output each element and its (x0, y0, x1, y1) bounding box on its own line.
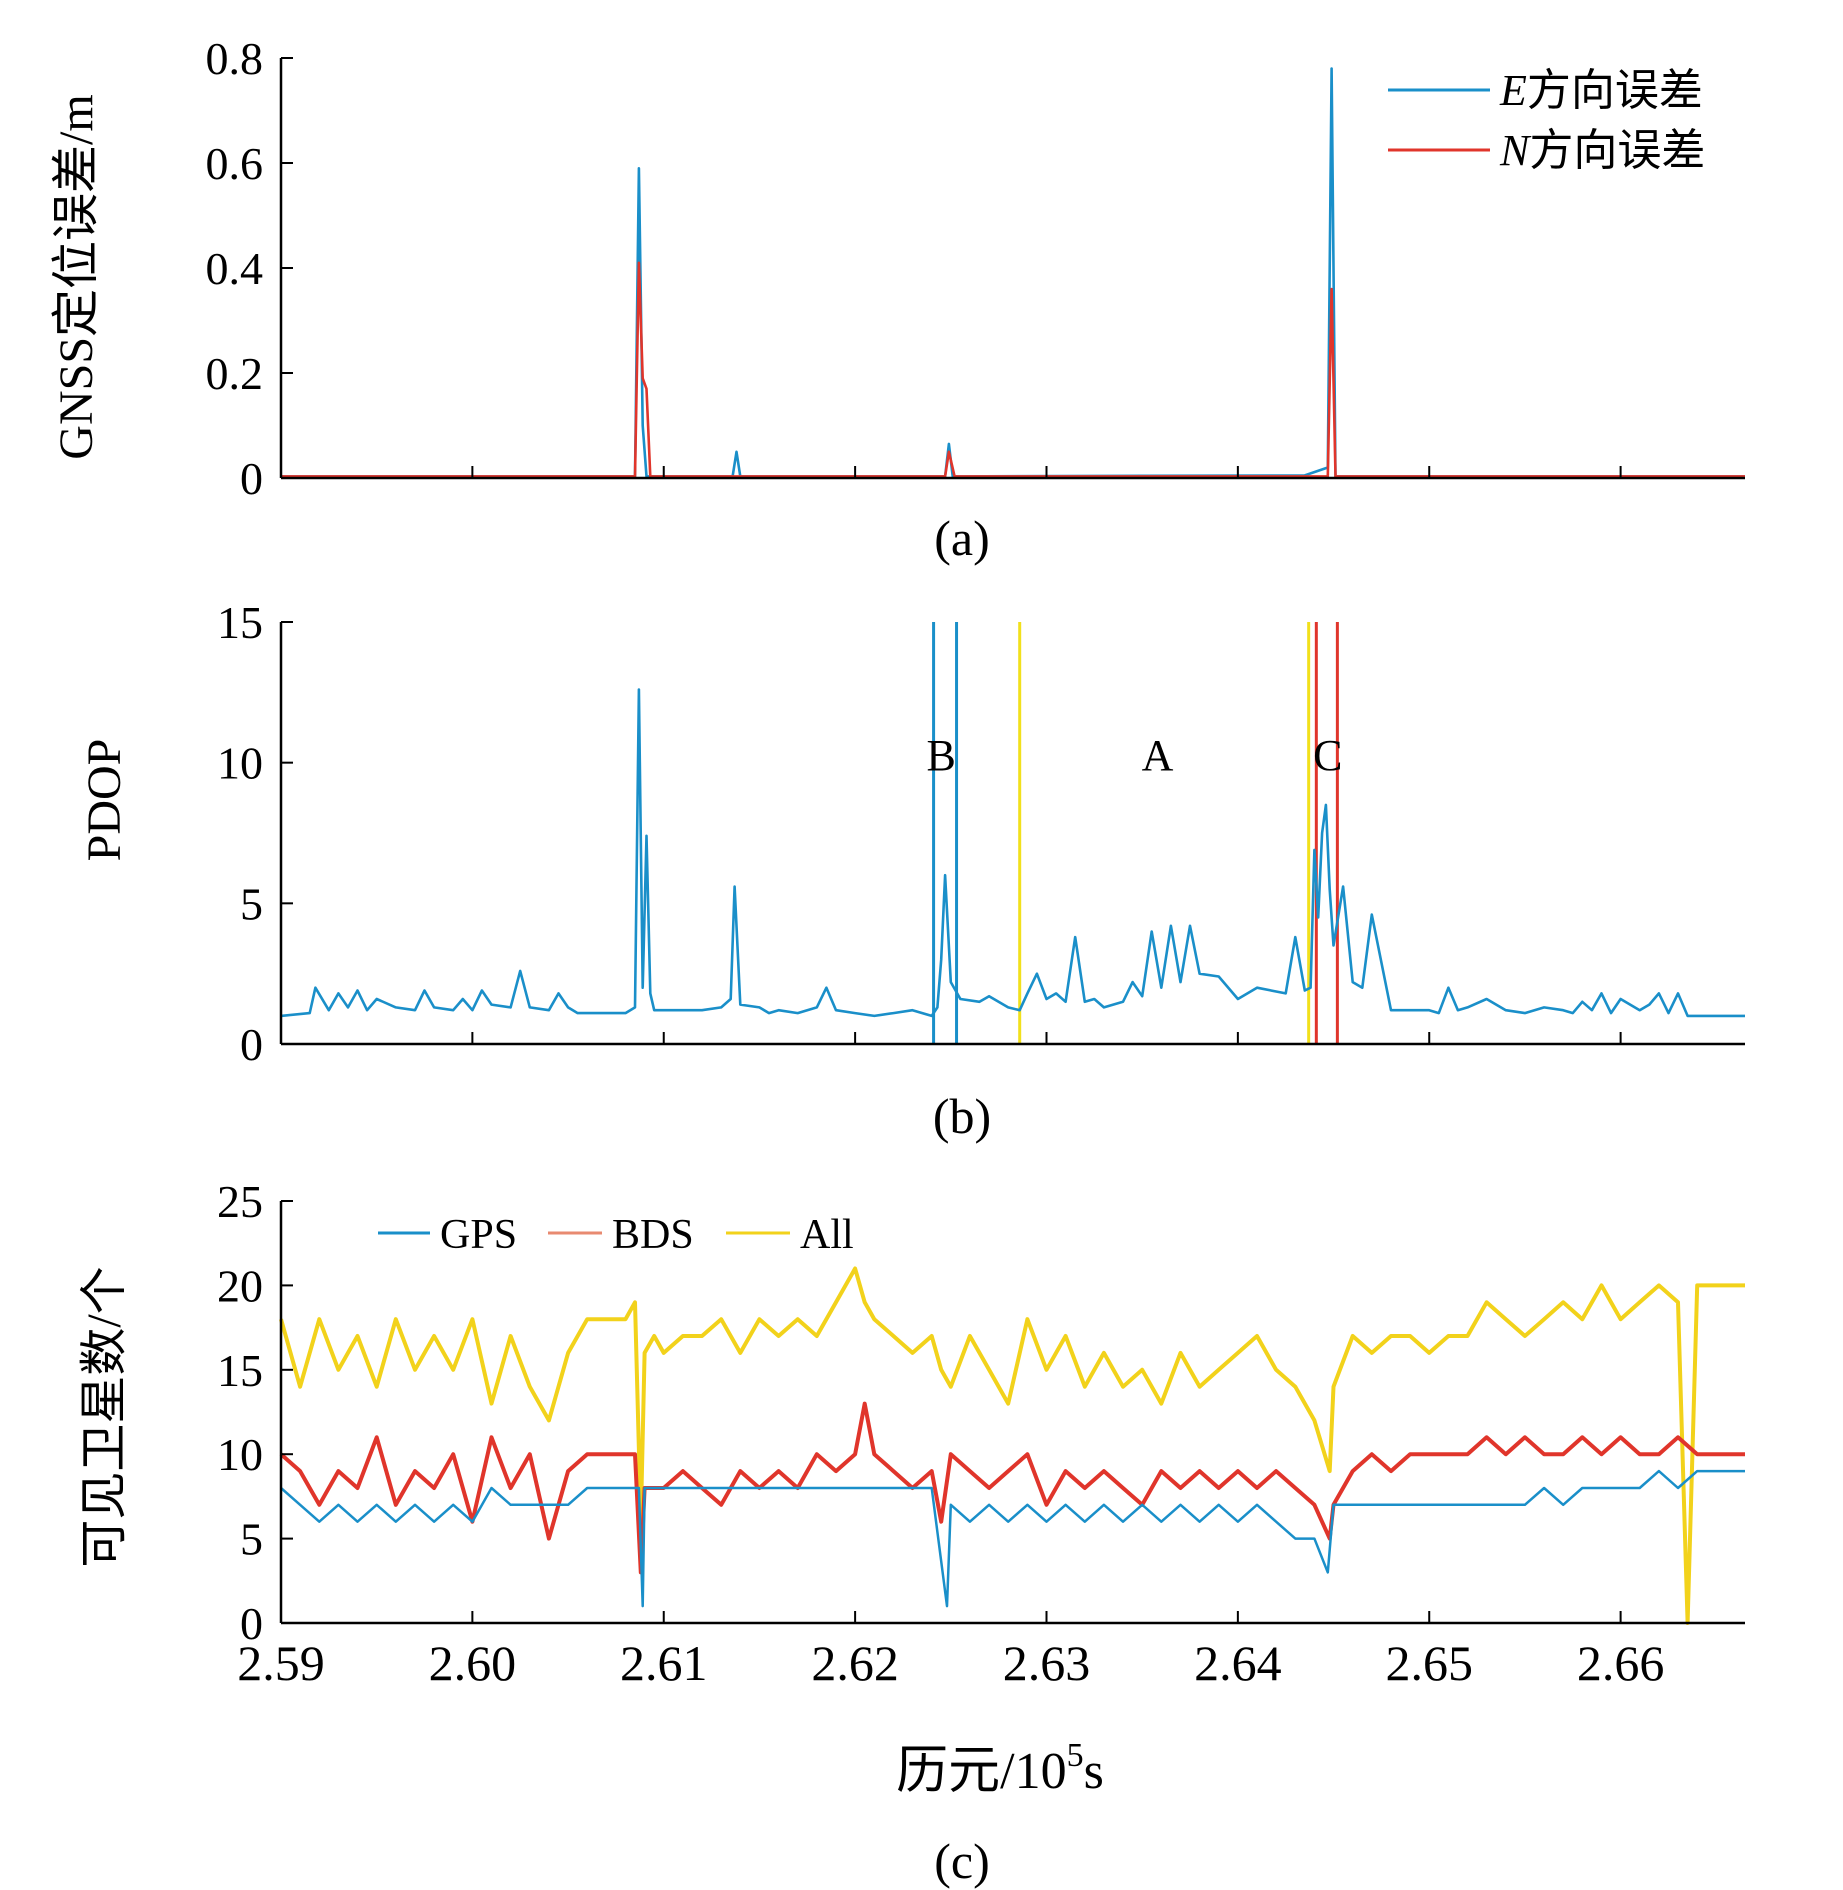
c-series-group (279, 1266, 1745, 1625)
b-ytick-label-2: 10 (217, 738, 263, 789)
a-series-n方向误差 (281, 261, 1745, 478)
b-axes: 0 5 10 15 (217, 597, 1745, 1070)
c-ylabel: 可见卫星数/个 (78, 1266, 131, 1567)
x-tick-label-3: 2.62 (811, 1635, 899, 1691)
c-ytick-label-4: 20 (217, 1260, 263, 1311)
x-tick-labels: 2.59 2.60 2.61 2.62 2.63 2.64 2.65 2.66 (237, 1635, 1664, 1691)
x-tick-label-7: 2.66 (1577, 1635, 1665, 1691)
b-ylabel: PDOP (78, 739, 131, 862)
x-tick-label-1: 2.60 (429, 1635, 517, 1691)
c-axes: 0 5 10 15 20 25 (217, 1176, 1745, 1649)
a-ytick-label-0: 0 (240, 453, 263, 504)
a-ytick-label-2: 0.4 (206, 243, 264, 294)
a-series-group (281, 67, 1745, 478)
c-series-all (279, 1266, 1745, 1625)
a-legend: E方向误差 N方向误差 (1388, 66, 1705, 175)
x-axis-label: 历元/105s (896, 1737, 1104, 1800)
b-series-pdop (280, 688, 1745, 1018)
x-tick-label-2: 2.61 (620, 1635, 708, 1691)
b-annotation-c: C (1313, 731, 1342, 780)
a-axes: 0 0.2 0.4 0.6 0.8 (206, 33, 1745, 504)
a-legend-n: N方向误差 (1499, 126, 1705, 175)
a-ytick-label-1: 0.2 (206, 348, 264, 399)
c-legend-bds: BDS (612, 1212, 694, 1258)
x-tick-label-4: 2.63 (1003, 1635, 1091, 1691)
c-legend: GPS BDS All (378, 1212, 854, 1258)
c-series-bds (279, 1401, 1745, 1575)
a-ytick-label-3: 0.6 (206, 138, 264, 189)
c-series-gps (280, 1469, 1745, 1608)
c-ytick-label-1: 5 (240, 1514, 263, 1565)
a-legend-e: E方向误差 (1499, 66, 1703, 115)
a-ylabel: GNSS定位误差/m (50, 94, 103, 459)
c-ytick-label-5: 25 (217, 1176, 263, 1227)
c-ytick-label-0: 0 (240, 1598, 263, 1649)
a-caption: (a) (934, 510, 990, 566)
panel-a: 0 0.2 0.4 0.6 0.8 GNSS定位误差/m E方向误差 N方向误差 (a) (50, 33, 1745, 566)
b-ytick-label-3: 15 (217, 597, 263, 648)
b-ytick-label-0: 0 (240, 1019, 263, 1070)
a-ytick-label-4: 0.8 (206, 33, 264, 84)
c-legend-all: All (800, 1212, 854, 1258)
c-ytick-label-2: 10 (217, 1429, 263, 1480)
b-ytick-label-1: 5 (240, 878, 263, 929)
b-caption: (b) (933, 1088, 991, 1144)
x-tick-label-0: 2.59 (237, 1635, 325, 1691)
c-legend-gps: GPS (440, 1212, 517, 1258)
panel-b: 0 5 10 15 B A C PDOP (b) (78, 597, 1745, 1144)
x-tick-label-6: 2.65 (1385, 1635, 1473, 1691)
c-caption: (c) (934, 1833, 990, 1889)
b-annotation-b: B (927, 731, 956, 780)
x-tick-label-5: 2.64 (1194, 1635, 1282, 1691)
b-annotation-a: A (1142, 731, 1174, 780)
c-ytick-label-3: 15 (217, 1345, 263, 1396)
b-series-group (280, 622, 1745, 1044)
